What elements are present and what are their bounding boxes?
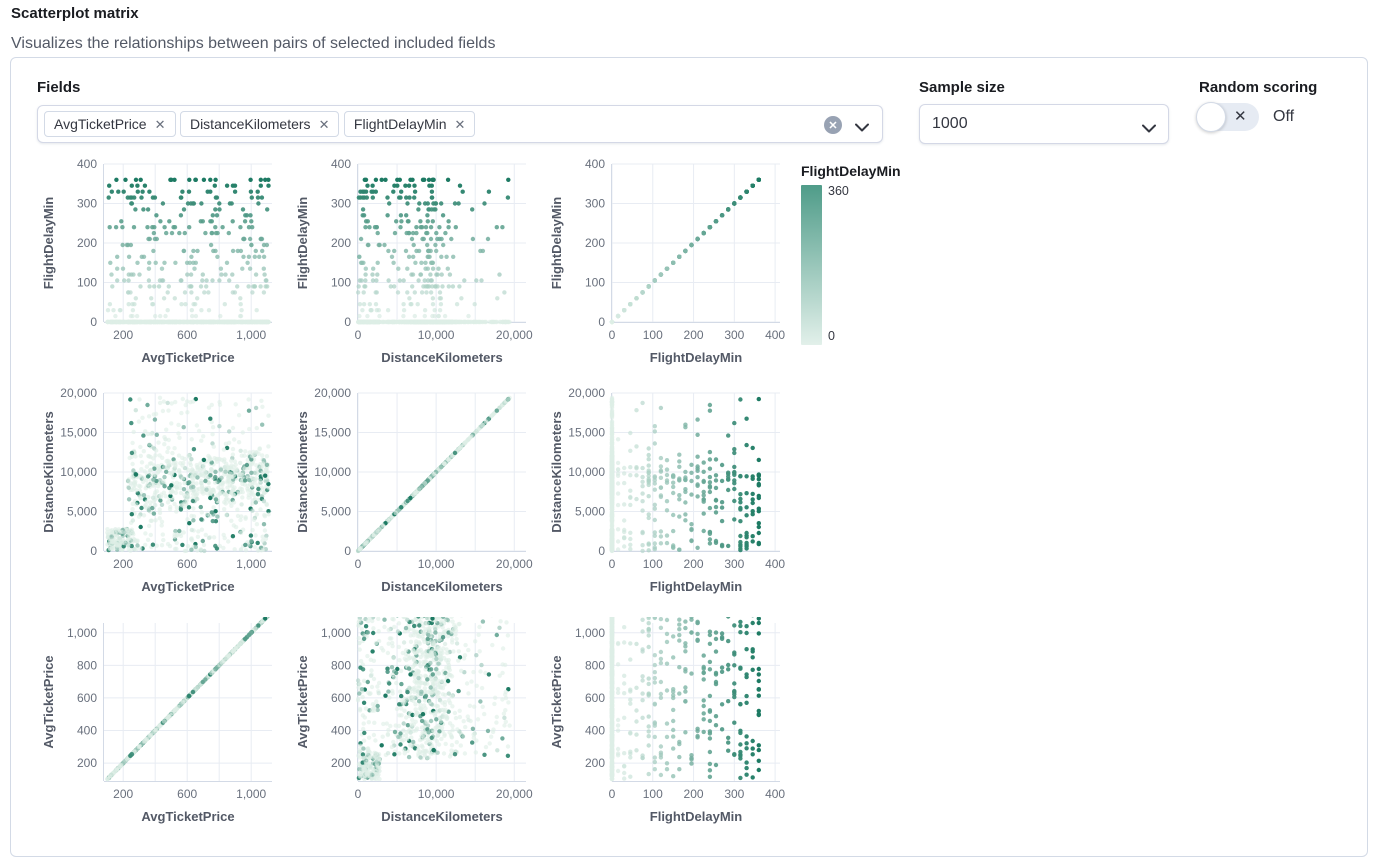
field-pill-label: DistanceKilometers [189, 116, 311, 132]
svg-text:1,000: 1,000 [236, 328, 266, 342]
svg-text:600: 600 [177, 557, 197, 571]
legend-title: FlightDelayMin [801, 163, 901, 179]
svg-text:10,000: 10,000 [60, 465, 97, 479]
random-scoring-toggle[interactable]: ✕ [1196, 102, 1259, 132]
svg-text:FlightDelayMin: FlightDelayMin [650, 350, 743, 365]
legend-min-label: 0 [828, 329, 835, 343]
field-pill-avgticketprice[interactable]: AvgTicketPrice ✕ [44, 111, 176, 137]
svg-text:400: 400 [331, 158, 351, 171]
scatterplot-matrix: 200 600 1,000 0 100 200 300 400 AvgTicketPrice Fl… [37, 158, 1047, 848]
toggle-knob[interactable] [1196, 102, 1226, 132]
svg-text:200: 200 [113, 557, 133, 571]
sample-size-select[interactable]: 1000 [919, 104, 1169, 144]
svg-text:200: 200 [585, 236, 605, 250]
remove-field-icon[interactable]: ✕ [154, 116, 166, 132]
legend-max-label: 360 [828, 184, 849, 198]
svg-text:100: 100 [77, 276, 97, 290]
color-legend: FlightDelayMin 360 0 [801, 163, 921, 345]
svg-text:AvgTicketPrice: AvgTicketPrice [141, 350, 234, 365]
svg-text:100: 100 [585, 276, 605, 290]
svg-text:FlightDelayMin: FlightDelayMin [549, 197, 564, 290]
sample-size-value: 1000 [932, 115, 968, 132]
page-title: Scatterplot matrix [11, 5, 139, 22]
svg-text:20,000: 20,000 [496, 328, 533, 342]
fields-combobox[interactable]: AvgTicketPrice ✕ DistanceKilometers ✕ Flig… [37, 105, 883, 143]
scatterplot-avgticketprice-vs-flightdelaymin[interactable]: 0 100 200 300 400 200 400 600 800 1,000 FlightDela… [545, 617, 799, 846]
remove-field-icon[interactable]: ✕ [318, 116, 330, 132]
svg-text:0: 0 [355, 328, 362, 342]
scatterplot-avgticketprice-vs-distancekilometers[interactable]: 0 10,000 20,000 200 400 600 800 1,000 DistanceKi… [291, 617, 545, 846]
field-pill-label: FlightDelayMin [353, 116, 447, 132]
scatterplot-flightdelaymin-vs-avgticketprice[interactable]: 200 600 1,000 0 100 200 300 400 AvgTicketPrice Fl… [37, 158, 291, 387]
svg-text:15,000: 15,000 [60, 426, 97, 440]
clear-fields-icon[interactable]: ✕ [824, 116, 842, 134]
svg-text:200: 200 [684, 328, 704, 342]
toggle-off-icon: ✕ [1234, 108, 1247, 125]
scatterplot-distancekilometers-vs-distancekilometers[interactable]: 0 10,000 20,000 0 5,000 10,000 15,000 20,000 Dis… [291, 387, 545, 616]
svg-text:DistanceKilometers: DistanceKilometers [381, 350, 502, 365]
remove-field-icon[interactable]: ✕ [454, 116, 466, 132]
svg-text:400: 400 [77, 158, 97, 171]
svg-text:DistanceKilometers: DistanceKilometers [41, 411, 56, 532]
page-subtitle: Visualizes the relationships between pai… [11, 35, 496, 52]
field-pill-flightdelaymin[interactable]: FlightDelayMin ✕ [343, 111, 476, 137]
svg-text:300: 300 [77, 197, 97, 211]
svg-text:FlightDelayMin: FlightDelayMin [41, 197, 56, 290]
svg-text:AvgTicketPrice: AvgTicketPrice [141, 579, 234, 594]
fields-label: Fields [37, 79, 81, 96]
svg-text:600: 600 [177, 328, 197, 342]
scatterplot-matrix-panel: Fields AvgTicketPrice ✕ DistanceKilometer… [10, 57, 1368, 857]
svg-text:200: 200 [331, 236, 351, 250]
svg-text:5,000: 5,000 [67, 505, 97, 519]
svg-text:0: 0 [90, 315, 97, 329]
svg-text:400: 400 [585, 158, 605, 171]
scatterplot-flightdelaymin-vs-distancekilometers[interactable]: 0 10,000 20,000 0 100 200 300 400 DistanceKilome… [291, 158, 545, 387]
scatterplot-distancekilometers-vs-flightdelaymin[interactable]: 0 100 200 300 400 0 5,000 10,000 15,000 20,000 Fli… [545, 387, 799, 616]
sample-size-label: Sample size [919, 79, 1005, 96]
scatterplot-avgticketprice-vs-avgticketprice[interactable]: 200 600 1,000 200 400 600 800 1,000 AvgTicketPri… [37, 617, 291, 846]
svg-text:0: 0 [90, 544, 97, 558]
svg-text:300: 300 [724, 328, 744, 342]
svg-text:0: 0 [344, 315, 351, 329]
svg-text:10,000: 10,000 [418, 328, 455, 342]
svg-text:1,000: 1,000 [236, 557, 266, 571]
svg-text:400: 400 [765, 328, 785, 342]
scatterplot-flightdelaymin-vs-flightdelaymin[interactable]: 0 100 200 300 400 0 100 200 300 400 FlightDelayMin… [545, 158, 799, 387]
svg-text:0: 0 [609, 328, 616, 342]
legend-gradient-bar [801, 185, 822, 345]
svg-text:300: 300 [585, 197, 605, 211]
random-scoring-state: Off [1273, 108, 1295, 125]
field-pill-distancekilometers[interactable]: DistanceKilometers ✕ [179, 111, 340, 137]
svg-text:100: 100 [331, 276, 351, 290]
chevron-down-icon[interactable] [855, 119, 869, 137]
svg-text:200: 200 [113, 328, 133, 342]
svg-text:FlightDelayMin: FlightDelayMin [295, 197, 310, 290]
svg-text:20,000: 20,000 [60, 387, 97, 400]
svg-text:100: 100 [643, 328, 663, 342]
svg-text:0: 0 [598, 315, 605, 329]
svg-text:200: 200 [77, 236, 97, 250]
field-pill-label: AvgTicketPrice [54, 116, 147, 132]
chevron-down-icon [1142, 120, 1156, 138]
svg-text:300: 300 [331, 197, 351, 211]
scatterplot-distancekilometers-vs-avgticketprice[interactable]: 200 600 1,000 0 5,000 10,000 15,000 20,000 AvgTi… [37, 387, 291, 616]
random-scoring-label: Random scoring [1199, 79, 1318, 96]
